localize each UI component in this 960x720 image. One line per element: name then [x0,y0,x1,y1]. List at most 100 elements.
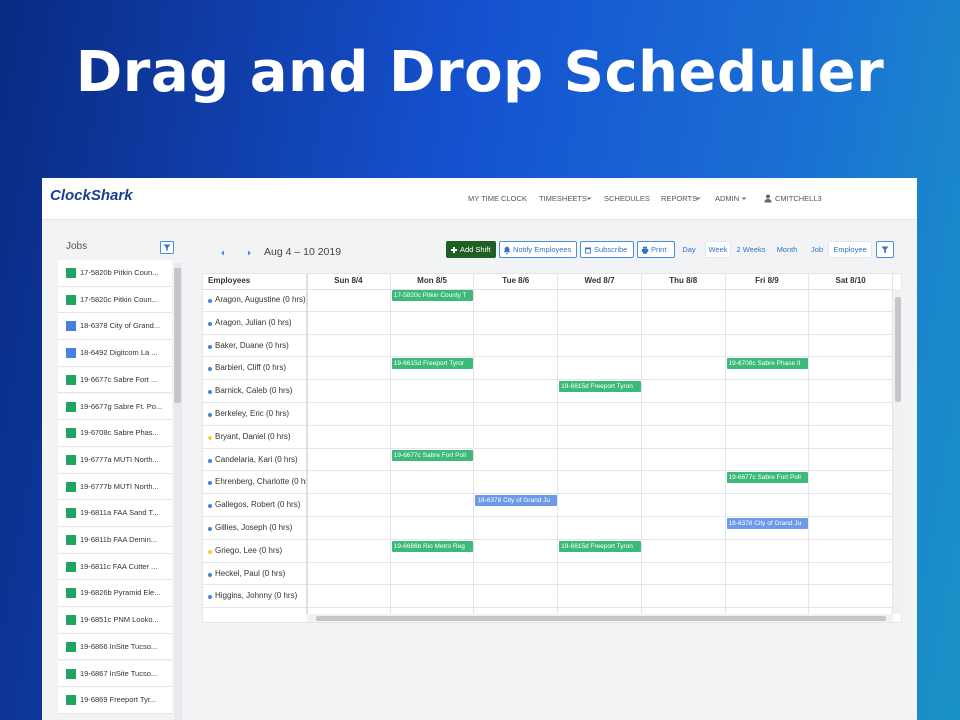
day-cell[interactable] [725,562,810,586]
shift-block[interactable]: 19-6615d Freeport Tyron [559,381,641,393]
day-cell[interactable] [809,311,893,335]
day-cell[interactable] [558,448,642,472]
day-cell[interactable] [390,448,475,472]
day-cell[interactable] [558,403,642,426]
grid-hscroll-thumb[interactable] [316,616,886,621]
day-cell[interactable] [474,425,559,449]
day-cell[interactable] [390,403,475,426]
job-item[interactable]: 19-6869 Freeport Tyr... [58,687,172,714]
day-cell[interactable] [474,494,559,517]
day-cell[interactable] [725,517,810,540]
job-item[interactable]: 19-6866 InSite Tucso... [58,633,172,661]
day-cell[interactable] [725,539,810,563]
day-cell[interactable] [307,425,391,449]
day-cell[interactable] [307,448,391,472]
job-item[interactable]: 19-6677g Sabre Ft. Po... [58,393,172,421]
day-cell[interactable] [641,403,726,426]
day-cell[interactable] [307,334,391,358]
day-cell[interactable] [809,585,893,609]
day-cell[interactable] [641,425,726,449]
day-cell[interactable] [307,357,391,381]
day-cell[interactable] [307,311,391,335]
day-cell[interactable] [390,289,475,312]
day-cell[interactable] [307,471,391,495]
day-cell[interactable] [558,357,642,381]
day-cell[interactable] [390,425,475,449]
job-item[interactable]: 19-6851c PNM Looko... [58,607,172,634]
day-cell[interactable] [474,517,559,540]
day-cell[interactable] [558,539,642,563]
view-toggle[interactable]: 2 Weeks [736,245,766,254]
day-cell[interactable] [474,334,559,358]
day-cell[interactable] [558,334,642,358]
day-cell[interactable] [474,608,559,614]
day-cell[interactable] [474,380,559,403]
nav-item[interactable]: REPORTS [661,194,698,203]
shift-block[interactable]: 19-6677c Sabre Fort Poll [726,472,809,484]
day-cell[interactable] [641,448,726,472]
day-cell[interactable] [726,608,810,614]
day-cell[interactable] [474,403,559,426]
day-cell[interactable] [474,357,559,381]
shift-block[interactable]: 19-6615d Freeport Tyron [559,540,641,552]
toolbar-button[interactable]: Print [637,241,675,258]
date-nav-arrows[interactable] [218,248,258,258]
day-cell[interactable] [809,448,893,472]
job-item[interactable]: 19-6777a MUTI North... [58,446,172,474]
job-item[interactable]: 17-5820c Pitkin Coun... [58,286,172,314]
job-item[interactable]: 19-6677c Sabre Fort ... [58,366,172,394]
day-cell[interactable] [725,357,810,381]
job-item[interactable]: 19-6826b Pyramid Ele... [58,580,172,608]
day-cell[interactable] [391,608,475,614]
job-item[interactable]: 18-6492 Digitcom La ... [58,340,172,367]
filter-button[interactable] [160,241,174,254]
day-cell[interactable] [558,289,642,312]
day-cell[interactable] [390,494,475,517]
day-cell[interactable] [558,517,642,540]
day-cell[interactable] [809,289,893,312]
shift-block[interactable]: 17-5820c Pitkin County T [391,290,474,301]
day-cell[interactable] [390,357,475,381]
nav-item[interactable]: CMITCHELL3 [775,194,822,203]
day-cell[interactable] [642,608,726,614]
day-cell[interactable] [809,471,893,495]
day-cell[interactable] [809,334,893,358]
day-cell[interactable] [809,494,893,517]
day-cell[interactable] [641,562,726,586]
day-cell[interactable] [307,562,391,586]
shift-block[interactable]: 18-6378 City of Grand Ju [726,518,809,529]
day-cell[interactable] [641,380,726,403]
job-item[interactable]: 19-6811a FAA Sand T... [58,500,172,527]
day-cell[interactable] [390,311,475,335]
day-cell[interactable] [558,608,642,614]
day-cell[interactable] [641,494,726,517]
grid-scroll-thumb[interactable] [895,297,901,402]
day-cell[interactable] [641,585,726,609]
nav-item[interactable]: TIMESHEETS [539,194,587,203]
day-cell[interactable] [390,517,475,540]
day-cell[interactable] [307,494,391,517]
day-cell[interactable] [641,289,726,312]
day-cell[interactable] [307,403,391,426]
day-cell[interactable] [474,311,559,335]
day-cell[interactable] [725,471,810,495]
shift-block[interactable]: 19-6677c Sabre Fort Poll [391,449,474,461]
day-cell[interactable] [558,311,642,335]
day-cell[interactable] [558,562,642,586]
nav-item[interactable]: ADMIN [715,194,740,203]
day-cell[interactable] [809,403,893,426]
nav-item[interactable]: SCHEDULES [604,194,650,203]
day-cell[interactable] [641,357,726,381]
job-item[interactable]: 19-6811c FAA Cutter ... [58,553,172,581]
day-cell[interactable] [725,311,810,335]
day-cell[interactable] [307,608,391,614]
day-cell[interactable] [725,403,810,426]
logo[interactable]: ClockShark [50,187,133,204]
day-cell[interactable] [390,380,475,403]
nav-item[interactable]: MY TIME CLOCK [468,194,527,203]
job-item[interactable]: 18-6378 City of Grand... [58,313,172,341]
day-cell[interactable] [641,334,726,358]
day-cell[interactable] [390,585,475,609]
toolbar-button[interactable]: Notify Employees [499,241,577,258]
day-cell[interactable] [558,380,642,403]
